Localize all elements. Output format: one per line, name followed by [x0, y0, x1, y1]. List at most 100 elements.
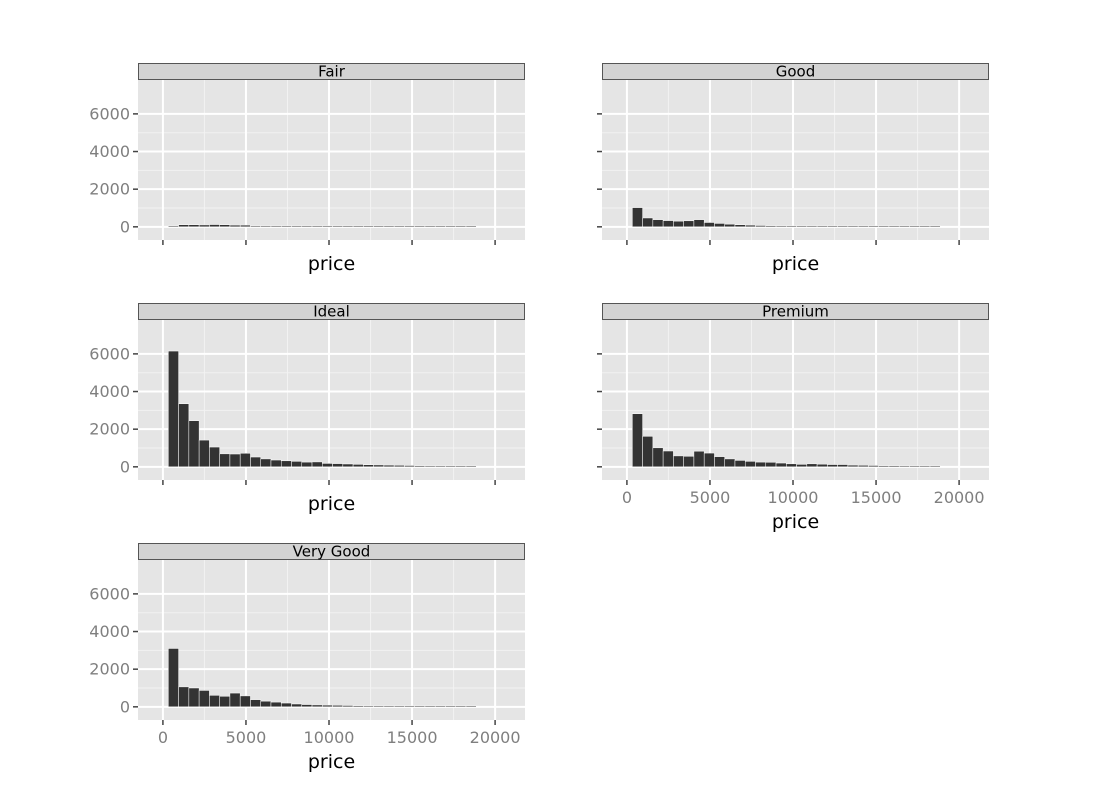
histogram-bar: Ideal: 1562–2180 → 2450 — [188, 420, 200, 468]
histogram-bar: Good: 6506–7124 → 110 — [734, 224, 746, 228]
x-axis-label: price — [772, 511, 819, 533]
histogram-bar: Ideal: 12686–13304 → 100 — [373, 464, 385, 468]
histogram-bar: Fair: 13304–13922 → 5 — [383, 225, 395, 228]
histogram-bar: Very Good: 18248–18866 → 15 — [465, 705, 477, 708]
histogram-bar: Fair: 5270–5888 → 50 — [250, 225, 261, 228]
histogram-bar: Premium: 5270–5888 → 540 — [714, 456, 725, 468]
histogram-bar: Ideal: 9596–10214 → 180 — [322, 463, 333, 468]
histogram-bar: Good: 18248–18866 → 5 — [929, 225, 941, 228]
histogram-bar: Premium: 12686–13304 → 120 — [837, 464, 849, 468]
histogram-bar: Fair: 10214–10832 → 15 — [332, 225, 344, 228]
histogram-bar: Ideal: 326–944 → 6150 — [168, 350, 179, 468]
histogram-bar: Fair: 8360–8978 → 30 — [301, 225, 313, 228]
x-axis-label: price — [308, 253, 355, 275]
histogram-bar: Fair: 8978–9596 → 20 — [311, 225, 323, 228]
histogram-bar: Ideal: 5888–6506 → 420 — [260, 458, 272, 468]
y-tick-label: 0 — [120, 217, 130, 236]
histogram-bar: Premium: 17012–17630 → 45 — [909, 465, 920, 468]
histogram-bar: Very Good: 14540–15158 → 30 — [404, 705, 415, 708]
histogram-bar: Good: 13304–13922 → 10 — [847, 225, 859, 228]
histogram-bar: Very Good: 4652–5270 → 580 — [239, 695, 251, 708]
histogram-bar: Ideal: 16394–17012 → 45 — [434, 465, 446, 468]
histogram-bar: Premium: 11450–12068 → 140 — [816, 463, 828, 468]
histogram-bar: Good: 11450–12068 → 20 — [816, 225, 828, 228]
y-tick-label: 4000 — [89, 142, 130, 161]
histogram-bar: Premium: 5888–6506 → 420 — [724, 458, 736, 468]
histogram-bar: Premium: 15776–16394 → 60 — [888, 465, 900, 468]
histogram-bar: Premium: 9596–10214 → 160 — [786, 463, 797, 468]
x-tick-label: 10000 — [768, 488, 819, 507]
histogram-bar: Fair: 17630–18248 → 5 — [455, 225, 467, 228]
facet-strip — [138, 63, 525, 80]
histogram-bar: Very Good: 2798–3416 → 610 — [209, 695, 220, 708]
histogram-bar: Ideal: 17630–18248 → 35 — [455, 465, 467, 468]
histogram-bar: Good: 7124–7742 → 90 — [744, 224, 756, 228]
histogram-bar: Very Good: 7124–7742 → 200 — [280, 702, 292, 708]
histogram-bar: Good: 10214–10832 → 30 — [796, 225, 808, 228]
x-tick-label: 20000 — [934, 488, 985, 507]
histogram-bar: Good: 4652–5270 → 230 — [703, 222, 715, 228]
histogram-bar: Good: 17630–18248 → 5 — [919, 225, 931, 228]
histogram-bar: Very Good: 326–944 → 3100 — [168, 648, 179, 708]
histogram-bar: Good: 8978–9596 → 40 — [775, 225, 787, 228]
histogram-bar: Premium: 17630–18248 → 40 — [919, 465, 931, 468]
histogram-bar: Fair: 10832–11450 → 15 — [342, 225, 354, 228]
histogram-bar: Fair: 3416–4034 → 110 — [219, 224, 231, 228]
histogram-bar: Fair: 7124–7742 → 20 — [280, 225, 292, 228]
histogram-bar: Premium: 1562–2180 → 1010 — [652, 447, 664, 468]
x-tick-label: 0 — [158, 728, 168, 747]
histogram-bar: Premium: 10214–10832 → 130 — [796, 464, 808, 468]
histogram-bar: Ideal: 11450–12068 → 130 — [352, 464, 364, 468]
histogram-bar: Good: 944–1562 → 470 — [642, 217, 654, 228]
histogram-bar: Fair: 7742–8360 → 40 — [291, 225, 303, 228]
histogram-bar: Premium: 4034–4652 → 830 — [693, 450, 705, 468]
histogram-bar: Ideal: 4034–4652 → 680 — [229, 453, 241, 468]
histogram-bar: Good: 17012–17630 → 5 — [909, 225, 920, 228]
panel-background — [138, 80, 525, 240]
histogram-bar: Ideal: 12068–12686 → 110 — [363, 464, 374, 468]
histogram-bar: Ideal: 7124–7742 → 320 — [280, 460, 292, 468]
facet-panel-fair: Fair Fair: 326–944 → 50Fair: 944–1562 → 1… — [89, 63, 525, 275]
y-tick-label: 6000 — [89, 584, 130, 603]
histogram-bar: Fair: 12068–12686 → 10 — [363, 225, 374, 228]
panel-background — [602, 80, 989, 240]
histogram-bar: Good: 5270–5888 → 180 — [714, 223, 725, 228]
histogram-bar: Good: 12068–12686 → 15 — [827, 225, 838, 228]
y-tick-label: 0 — [120, 697, 130, 716]
x-axis-label: price — [308, 493, 355, 515]
y-tick-label: 0 — [120, 457, 130, 476]
histogram-bar: Good: 15158–15776 → 10 — [878, 225, 890, 228]
histogram-bar: Good: 13922–14540 → 10 — [857, 225, 869, 228]
histogram-bar: Very Good: 13922–14540 → 35 — [393, 705, 405, 708]
histogram-bar: Premium: 18248–18866 → 35 — [929, 465, 941, 468]
histogram-bar: Very Good: 2180–2798 → 870 — [198, 690, 210, 708]
y-tick-label: 4000 — [89, 622, 130, 641]
histogram-bar: Fair: 6506–7124 → 40 — [270, 225, 282, 228]
histogram-bar: Good: 2798–3416 → 300 — [673, 220, 684, 228]
histogram-bar: Very Good: 11450–12068 → 60 — [352, 705, 364, 708]
y-tick-label: 6000 — [89, 104, 130, 123]
histogram-bar: Ideal: 13922–14540 → 80 — [393, 465, 405, 468]
histogram-bar: Premium: 3416–4034 → 560 — [683, 456, 695, 468]
facet-strip — [602, 63, 989, 80]
histogram-bar: Good: 326–944 → 1020 — [632, 207, 643, 228]
histogram-bar: Premium: 10832–11450 → 160 — [806, 463, 818, 468]
histogram-bar: Good: 9596–10214 → 30 — [786, 225, 797, 228]
histogram-bar: Premium: 7124–7742 → 290 — [744, 461, 756, 468]
histogram-bar: Ideal: 7742–8360 → 290 — [291, 461, 303, 468]
histogram-bar: Very Good: 5888–6506 → 300 — [260, 700, 272, 708]
y-tick-label: 2000 — [89, 180, 130, 199]
histogram-bar: Ideal: 2180–2798 → 1420 — [198, 439, 210, 468]
histogram-bar: Fair: 944–1562 → 110 — [178, 224, 190, 228]
histogram-bar: Premium: 13922–14540 → 80 — [857, 465, 869, 468]
y-tick-label: 6000 — [89, 344, 130, 363]
facet-strip-label: Premium — [762, 303, 829, 321]
histogram-bar: Very Good: 15158–15776 → 30 — [414, 705, 426, 708]
histogram-bar: Fair: 4034–4652 → 90 — [229, 224, 241, 228]
histogram-bar: Fair: 15776–16394 → 5 — [424, 225, 436, 228]
histogram-bar: Fair: 14540–15158 → 5 — [404, 225, 415, 228]
histogram-bar: Very Good: 9596–10214 → 90 — [322, 704, 333, 708]
histogram-bar: Premium: 14540–15158 → 70 — [868, 465, 879, 468]
x-tick-label: 15000 — [851, 488, 902, 507]
